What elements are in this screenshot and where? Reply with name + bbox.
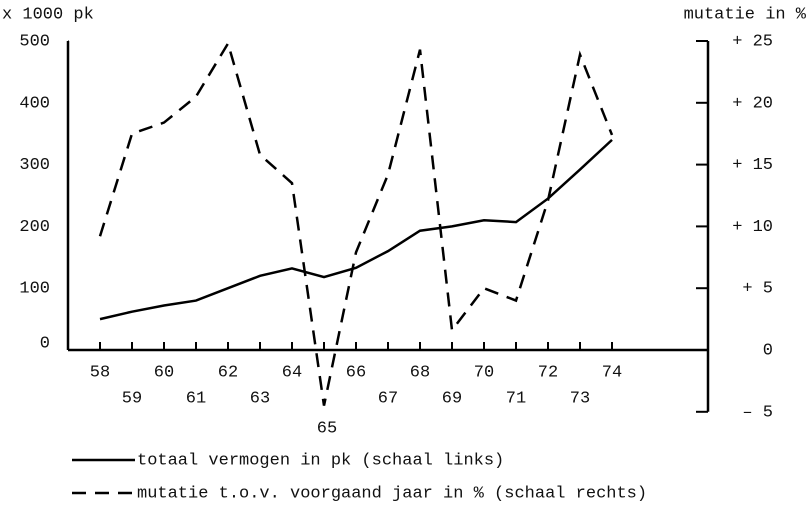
series-line — [98, 40, 614, 406]
x-tick-label: 67 — [378, 389, 398, 408]
x-tick-label: 70 — [474, 363, 494, 382]
x-tick-label: 58 — [90, 363, 110, 382]
x-tick-label: 65 — [317, 419, 337, 438]
y-tick-label: 300 — [19, 156, 50, 175]
x-tick-label: 61 — [186, 389, 206, 408]
x-tick-label: 72 — [538, 363, 558, 382]
y-tick-label: 0 — [40, 334, 50, 353]
legend-label: mutatie t.o.v. voorgaand jaar in % (scha… — [137, 484, 647, 503]
y2-tick-label: – 5 — [742, 403, 773, 422]
y2-tick-label: 0 — [763, 341, 773, 360]
y2-tick-label: + 25 — [732, 32, 773, 51]
y2-tick-label: + 20 — [732, 94, 773, 113]
x-tick-label: 68 — [410, 363, 430, 382]
x-tick-label: 59 — [122, 389, 142, 408]
legend-label: totaal vermogen in pk (schaal links) — [137, 451, 504, 470]
x-tick-label: 60 — [154, 363, 174, 382]
y-tick-label: 500 — [19, 32, 50, 51]
y-tick-label: 100 — [19, 280, 50, 299]
x-tick-label: 62 — [218, 363, 238, 382]
y2-axis-label: mutatie in % — [684, 5, 807, 24]
y2-tick-label: + 5 — [742, 280, 773, 299]
x-tick-label: 69 — [442, 389, 462, 408]
y2-tick-label: + 10 — [732, 218, 773, 237]
x-tick-label: 73 — [570, 389, 590, 408]
y-axis-label: x 1000 pk — [2, 5, 94, 24]
y-tick-label: 200 — [19, 218, 50, 237]
series-line — [99, 138, 613, 321]
y2-tick-label: + 15 — [732, 156, 773, 175]
x-tick-label: 74 — [602, 363, 622, 382]
x-tick-label: 66 — [346, 363, 366, 382]
y-tick-label: 400 — [19, 94, 50, 113]
x-tick-label: 63 — [250, 389, 270, 408]
x-tick-label: 64 — [282, 363, 302, 382]
x-tick-label: 71 — [506, 389, 526, 408]
